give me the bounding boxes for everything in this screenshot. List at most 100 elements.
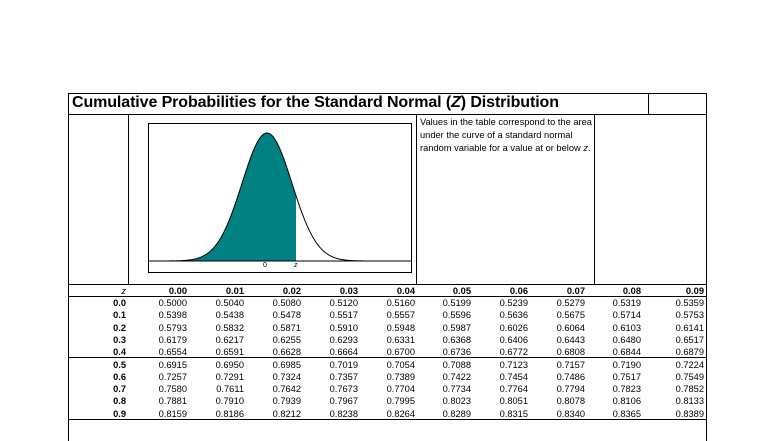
column-header: 0.08 bbox=[622, 286, 641, 296]
table-top-border bbox=[68, 93, 707, 94]
table-cell: 0.7734 bbox=[442, 384, 471, 395]
table-cell: 0.6700 bbox=[386, 347, 415, 358]
table-cell: 0.7486 bbox=[556, 371, 585, 382]
row-z-label: 0.1 bbox=[113, 310, 126, 321]
row-z-label: 0.4 bbox=[113, 347, 126, 358]
table-cell: 0.7704 bbox=[386, 384, 415, 395]
table-cell: 0.7389 bbox=[386, 371, 415, 382]
column-header: 0.05 bbox=[452, 286, 471, 296]
table-cell: 0.5910 bbox=[329, 322, 358, 333]
table-cell: 0.7019 bbox=[329, 359, 358, 370]
row-z-label: 0.8 bbox=[113, 396, 126, 407]
table-cell: 0.6179 bbox=[158, 334, 187, 345]
table-cell: 0.6772 bbox=[499, 347, 528, 358]
table-cell: 0.8264 bbox=[386, 408, 415, 419]
column-header: 0.07 bbox=[566, 286, 585, 296]
table-cell: 0.7642 bbox=[272, 384, 301, 395]
table-cell: 0.5675 bbox=[556, 310, 585, 321]
row-z-label: 0.6 bbox=[113, 371, 126, 382]
table-cell: 0.7357 bbox=[329, 371, 358, 382]
table-cell: 0.5239 bbox=[499, 298, 528, 308]
table-cell: 0.6879 bbox=[675, 347, 704, 358]
table-cell: 0.6141 bbox=[675, 322, 704, 333]
table-cell: 0.5398 bbox=[158, 310, 187, 321]
table-cell: 0.6368 bbox=[442, 334, 471, 345]
table-cell: 0.8186 bbox=[215, 408, 244, 419]
table-cell: 0.5359 bbox=[675, 298, 704, 308]
normal-curve-figure: 0 z bbox=[148, 123, 412, 273]
table-cell: 0.7422 bbox=[442, 371, 471, 382]
table-cell: 0.8133 bbox=[675, 396, 704, 407]
title-right-divider bbox=[648, 93, 649, 115]
table-cell: 0.7852 bbox=[675, 384, 704, 395]
table-cell: 0.5871 bbox=[272, 322, 301, 333]
shaded-area bbox=[149, 133, 296, 261]
table-cell: 0.5832 bbox=[215, 322, 244, 333]
table-cell: 0.7549 bbox=[675, 371, 704, 382]
table-cell: 0.5517 bbox=[329, 310, 358, 321]
table-cell: 0.6844 bbox=[612, 347, 641, 358]
table-cell: 0.7794 bbox=[556, 384, 585, 395]
table-cell: 0.5987 bbox=[442, 322, 471, 333]
figure-right-divider bbox=[416, 114, 417, 284]
table-cell: 0.8051 bbox=[499, 396, 528, 407]
table-cell: 0.6950 bbox=[215, 359, 244, 370]
row-border-04 bbox=[68, 357, 707, 358]
table-cell: 0.5040 bbox=[215, 298, 244, 308]
column-header: 0.04 bbox=[396, 286, 415, 296]
table-cell: 0.8340 bbox=[556, 408, 585, 419]
column-header: 0.09 bbox=[685, 286, 704, 296]
table-cell: 0.5000 bbox=[158, 298, 187, 308]
table-cell: 0.5557 bbox=[386, 310, 415, 321]
table-cell: 0.7291 bbox=[215, 371, 244, 382]
table-cell: 0.5753 bbox=[675, 310, 704, 321]
table-cell: 0.8023 bbox=[442, 396, 471, 407]
table-cell: 0.6915 bbox=[158, 359, 187, 370]
table-cell: 0.7224 bbox=[675, 359, 704, 370]
table-cell: 0.5948 bbox=[386, 322, 415, 333]
table-cell: 0.7673 bbox=[329, 384, 358, 395]
column-header: 0.00 bbox=[168, 286, 187, 296]
table-cell: 0.5596 bbox=[442, 310, 471, 321]
table-cell: 0.6064 bbox=[556, 322, 585, 333]
table-cell: 0.7324 bbox=[272, 371, 301, 382]
header-bottom-border bbox=[68, 296, 707, 297]
page-title: Cumulative Probabilities for the Standar… bbox=[72, 94, 559, 111]
table-cell: 0.5438 bbox=[215, 310, 244, 321]
table-cell: 0.6443 bbox=[556, 334, 585, 345]
table-cell: 0.5080 bbox=[272, 298, 301, 308]
table-cell: 0.6217 bbox=[215, 334, 244, 345]
zero-label: 0 bbox=[263, 262, 267, 269]
table-cell: 0.7257 bbox=[158, 371, 187, 382]
column-header: 0.01 bbox=[225, 286, 244, 296]
table-cell: 0.7967 bbox=[329, 396, 358, 407]
table-cell: 0.5279 bbox=[556, 298, 585, 308]
table-cell: 0.8365 bbox=[612, 408, 641, 419]
column-header: 0.06 bbox=[509, 286, 528, 296]
table-cell: 0.7939 bbox=[272, 396, 301, 407]
row-z-label: 0.3 bbox=[113, 334, 126, 345]
table-cell: 0.6293 bbox=[329, 334, 358, 345]
table-left-border bbox=[68, 93, 69, 441]
table-cell: 0.6554 bbox=[158, 347, 187, 358]
header-top-border bbox=[68, 284, 707, 285]
table-cell: 0.5120 bbox=[329, 298, 358, 308]
table-cell: 0.6331 bbox=[386, 334, 415, 345]
z-label: z bbox=[294, 262, 298, 269]
table-cell: 0.7088 bbox=[442, 359, 471, 370]
column-header: 0.02 bbox=[282, 286, 301, 296]
table-cell: 0.7123 bbox=[499, 359, 528, 370]
table-cell: 0.7823 bbox=[612, 384, 641, 395]
figure-left-divider bbox=[128, 114, 129, 284]
column-header: 0.03 bbox=[339, 286, 358, 296]
table-cell: 0.5199 bbox=[442, 298, 471, 308]
table-cell: 0.7054 bbox=[386, 359, 415, 370]
table-cell: 0.6480 bbox=[612, 334, 641, 345]
title-bottom-border bbox=[68, 114, 707, 115]
table-cell: 0.6517 bbox=[675, 334, 704, 345]
table-cell: 0.8315 bbox=[499, 408, 528, 419]
table-cell: 0.7157 bbox=[556, 359, 585, 370]
table-cell: 0.7517 bbox=[612, 371, 641, 382]
row-z-label: 0.2 bbox=[113, 322, 126, 333]
